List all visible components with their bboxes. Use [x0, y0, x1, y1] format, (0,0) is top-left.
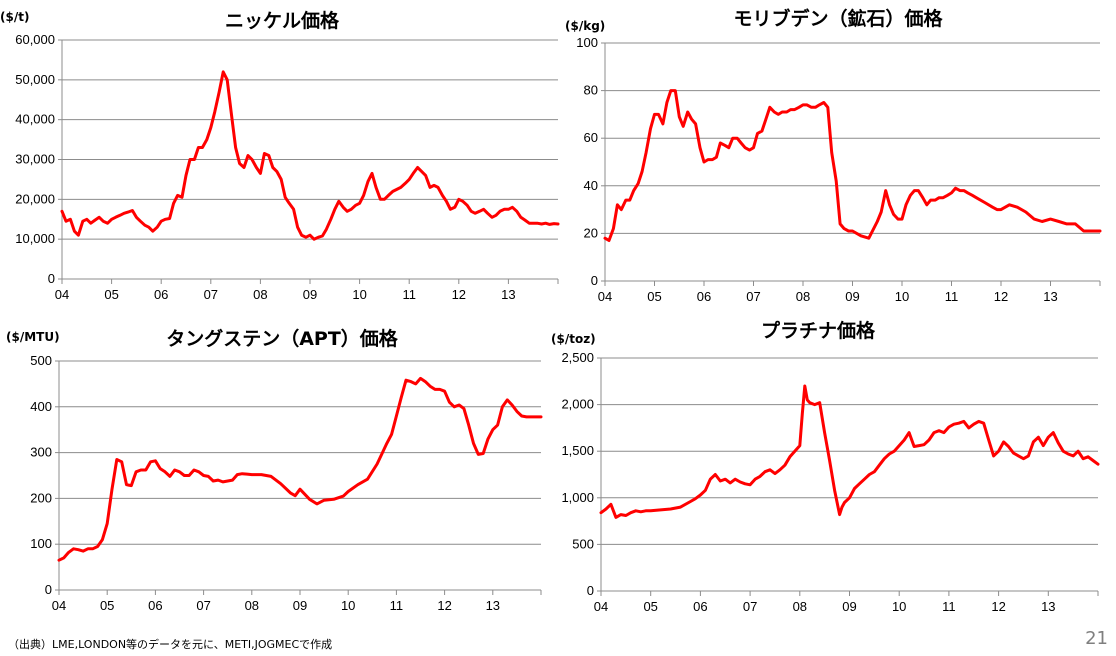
tungsten-ytick-label: 100 [30, 536, 52, 551]
source-note: （出典）LME,LONDON等のデータを元に、METI,JOGMECで作成 [8, 638, 333, 651]
tungsten-xtick-label: 11 [390, 598, 404, 613]
platinum-xtick-label: 09 [842, 599, 856, 614]
nickel-xtick-label: 09 [303, 287, 317, 302]
nickel-ytick-label: 60,000 [15, 32, 55, 47]
tungsten-unit-label: ($/MTU) [6, 330, 60, 344]
tungsten-xtick-label: 10 [341, 598, 355, 613]
tungsten-xtick-label: 13 [486, 598, 500, 613]
molybdenum-ytick-label: 40 [584, 178, 598, 193]
nickel-xtick-label: 08 [253, 287, 267, 302]
molybdenum-xtick-label: 05 [647, 289, 661, 304]
tungsten-xtick-label: 07 [196, 598, 210, 613]
tungsten-price-line [57, 376, 543, 562]
platinum-xtick-label: 07 [743, 599, 757, 614]
platinum-xtick-label: 04 [594, 599, 608, 614]
tungsten-ytick-label: 0 [45, 582, 52, 597]
platinum-chart: プラチナ価格 ($/toz) 0 500 1,000 1,500 2,000 2,500 04 0… [551, 319, 1100, 614]
nickel-ytick-label: 30,000 [15, 152, 55, 167]
tungsten-ytick-label: 500 [30, 353, 52, 368]
nickel-title: ニッケル価格 [225, 9, 340, 32]
molybdenum-price-line [603, 89, 1102, 242]
platinum-unit-label: ($/toz) [551, 332, 596, 346]
nickel-xtick-label: 10 [352, 287, 366, 302]
molybdenum-ytick-label: 60 [584, 130, 598, 145]
platinum-ytick-label: 2,000 [561, 397, 594, 412]
nickel-unit-label: ($/t) [0, 10, 29, 24]
platinum-ytick-label: 500 [572, 536, 594, 551]
tungsten-xtick-label: 12 [437, 598, 451, 613]
tungsten-ytick-label: 200 [30, 490, 52, 505]
molybdenum-xtick-label: 13 [1043, 289, 1057, 304]
molybdenum-xtick-label: 10 [895, 289, 909, 304]
nickel-xtick-label: 13 [501, 287, 515, 302]
molybdenum-xtick-label: 06 [697, 289, 711, 304]
molybdenum-xtick-label: 12 [994, 289, 1008, 304]
platinum-xtick-label: 12 [991, 599, 1005, 614]
molybdenum-chart: モリブデン（鉱石）価格 ($/kg) 0 20 40 60 80 100 04 05 06 07 08 0… [565, 7, 1102, 304]
molybdenum-xtick-label: 11 [945, 289, 959, 304]
platinum-xtick-label: 10 [892, 599, 906, 614]
tungsten-xtick-label: 08 [245, 598, 259, 613]
nickel-chart: ニッケル価格 ($/t) 0 10,000 20,000 30,000 40,000 50,0… [0, 9, 560, 302]
molybdenum-ytick-label: 0 [591, 273, 598, 288]
platinum-xtick-label: 05 [643, 599, 657, 614]
platinum-xtick-label: 06 [693, 599, 707, 614]
tungsten-xtick-label: 06 [148, 598, 162, 613]
molybdenum-unit-label: ($/kg) [565, 19, 605, 33]
platinum-ytick-label: 1,500 [561, 443, 594, 458]
platinum-ytick-label: 2,500 [561, 350, 594, 365]
platinum-xtick-label: 11 [942, 599, 956, 614]
platinum-ytick-label: 1,000 [561, 490, 594, 505]
molybdenum-xtick-label: 07 [746, 289, 760, 304]
tungsten-xtick-label: 04 [52, 598, 66, 613]
nickel-xtick-label: 11 [402, 287, 416, 302]
nickel-xtick-label: 05 [104, 287, 118, 302]
nickel-ytick-label: 0 [48, 271, 55, 286]
nickel-ytick-label: 20,000 [15, 191, 55, 206]
tungsten-title: タングステン（APT）価格 [166, 327, 399, 350]
platinum-ytick-label: 0 [587, 583, 594, 598]
molybdenum-ytick-label: 20 [584, 225, 598, 240]
nickel-ytick-label: 50,000 [15, 72, 55, 87]
nickel-price-line [60, 70, 560, 241]
molybdenum-ytick-label: 80 [584, 83, 598, 98]
tungsten-ytick-label: 300 [30, 445, 52, 460]
nickel-xtick-label: 12 [452, 287, 466, 302]
tungsten-ytick-label: 400 [30, 399, 52, 414]
molybdenum-title: モリブデン（鉱石）価格 [733, 7, 943, 30]
nickel-xtick-label: 07 [204, 287, 218, 302]
molybdenum-xtick-label: 08 [796, 289, 810, 304]
molybdenum-xtick-label: 09 [845, 289, 859, 304]
platinum-price-line [599, 384, 1100, 519]
platinum-xtick-label: 13 [1041, 599, 1055, 614]
tungsten-chart: タングステン（APT）価格 ($/MTU) 0 100 200 300 400 500 04 05… [6, 327, 543, 613]
molybdenum-ytick-label: 100 [576, 35, 598, 50]
platinum-title: プラチナ価格 [761, 319, 876, 342]
molybdenum-xtick-label: 04 [598, 289, 612, 304]
page-number: 21 [1085, 628, 1108, 649]
tungsten-xtick-label: 09 [293, 598, 307, 613]
nickel-xtick-label: 06 [154, 287, 168, 302]
tungsten-xtick-label: 05 [100, 598, 114, 613]
nickel-xtick-label: 04 [55, 287, 69, 302]
nickel-ytick-label: 40,000 [15, 112, 55, 127]
nickel-ytick-label: 10,000 [15, 231, 55, 246]
platinum-xtick-label: 08 [793, 599, 807, 614]
